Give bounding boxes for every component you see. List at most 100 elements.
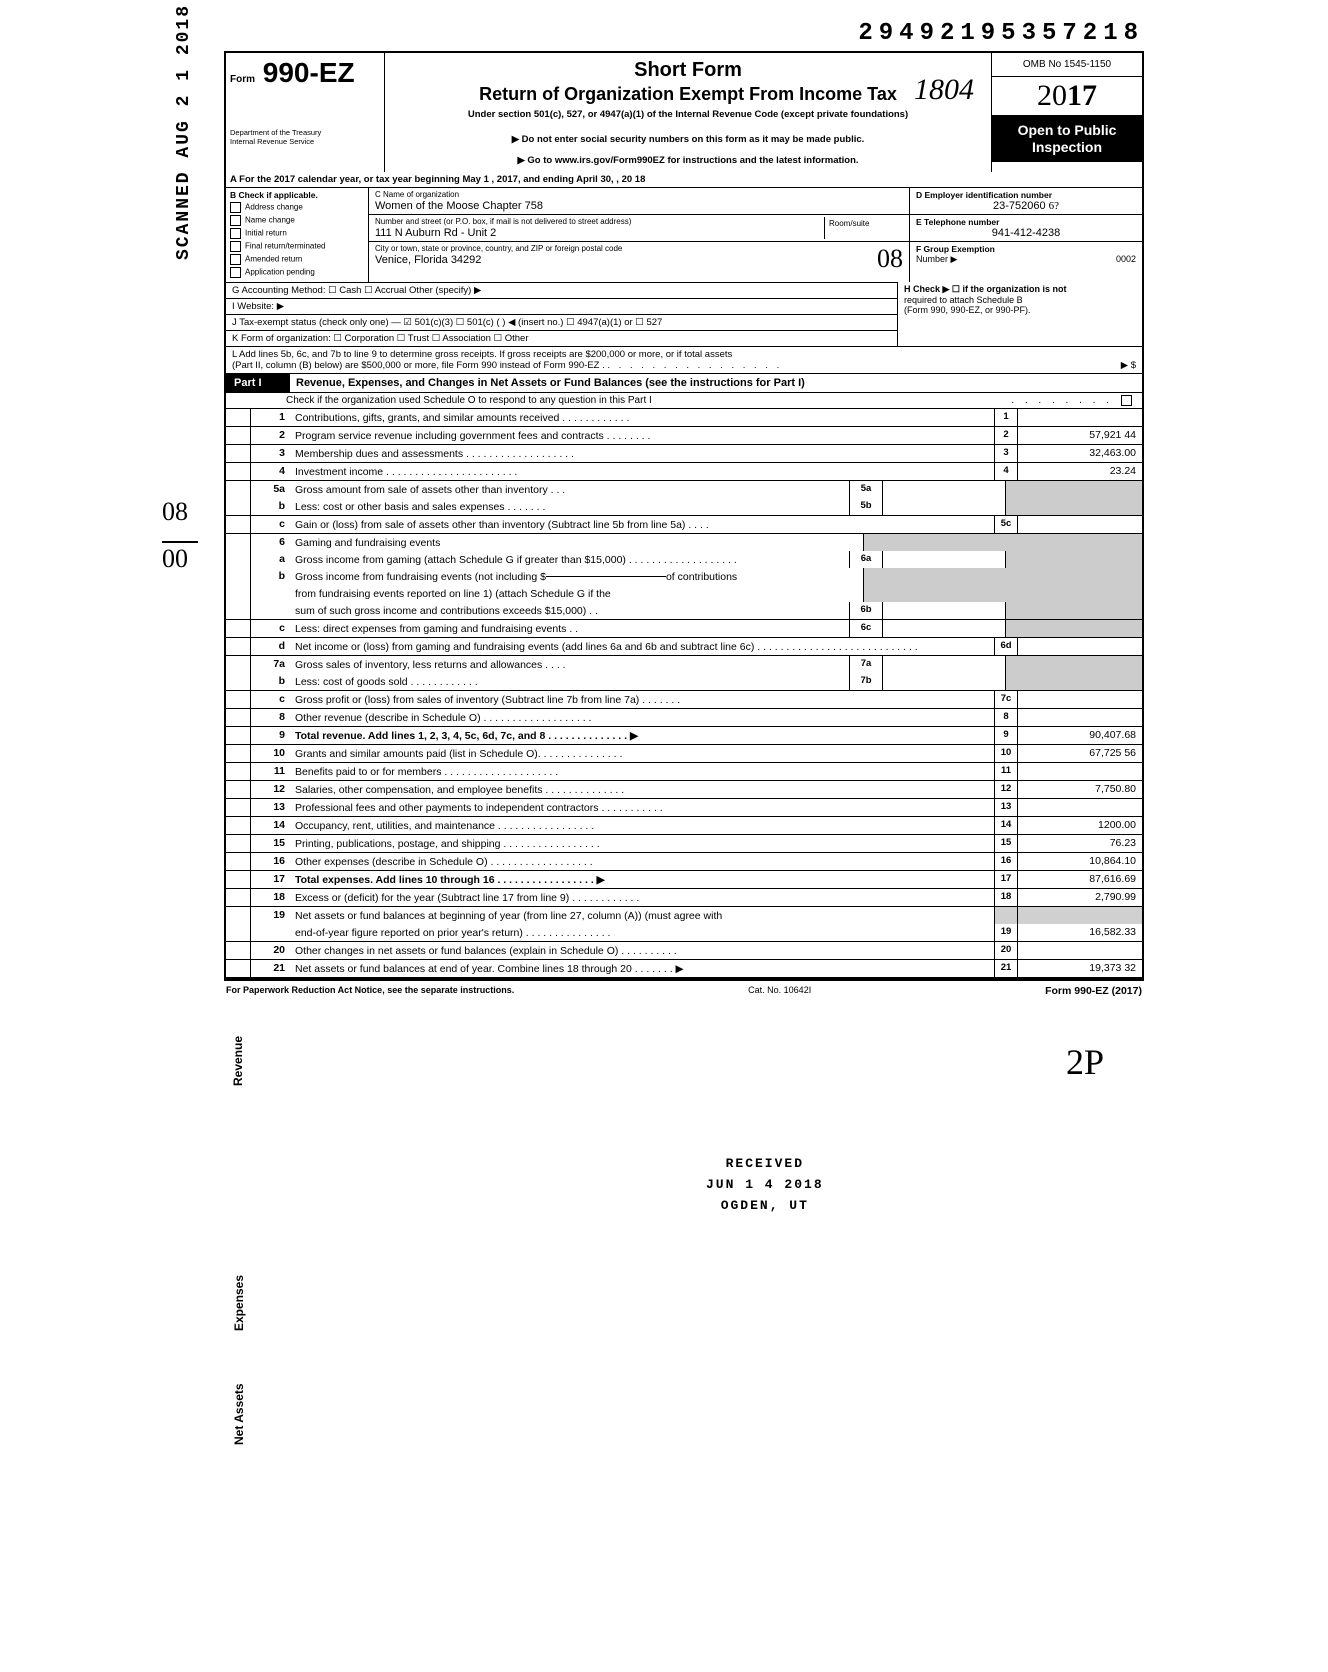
line-5c: cGain or (loss) from sale of assets othe… xyxy=(224,516,1144,534)
line-7c: cGross profit or (loss) from sales of in… xyxy=(224,691,1144,709)
col-def: D Employer identification number 23-7520… xyxy=(910,188,1142,282)
addr-value: 111 N Auburn Rd - Unit 2 xyxy=(375,227,824,239)
line-6: 6Gaming and fundraising events xyxy=(224,534,1144,551)
row-g-accounting: G Accounting Method: ☐ Cash ☐ Accrual Ot… xyxy=(226,282,897,298)
chk-final-return[interactable] xyxy=(230,241,241,252)
phone-label: E Telephone number xyxy=(916,217,1136,227)
chk-address-change[interactable] xyxy=(230,202,241,213)
b-header: B Check if applicable. xyxy=(230,190,364,200)
line-6b-cont2: sum of such gross income and contributio… xyxy=(224,602,1144,620)
title-short-form: Short Form xyxy=(393,59,983,82)
footer-form-ref: Form 990-EZ (2017) xyxy=(1045,985,1142,997)
tax-year: 2017 xyxy=(992,77,1142,116)
line-9: 9Total revenue. Add lines 1, 2, 3, 4, 5c… xyxy=(224,727,1144,745)
header-title-block: Short Form Return of Organization Exempt… xyxy=(385,53,992,172)
phone-value: 941-412-4238 xyxy=(916,227,1136,239)
part1-title: Revenue, Expenses, and Changes in Net As… xyxy=(290,374,1142,392)
page-footer: For Paperwork Reduction Act Notice, see … xyxy=(224,979,1144,1001)
row-i-website: I Website: ▶ xyxy=(226,298,897,314)
footer-paperwork: For Paperwork Reduction Act Notice, see … xyxy=(226,985,514,997)
line-4: 4Investment income . . . . . . . . . . .… xyxy=(224,463,1144,481)
line-6b: bGross income from fundraising events (n… xyxy=(224,568,1144,585)
ein-value: 23-752060 xyxy=(993,200,1046,212)
omb-number: OMB No 1545-1150 xyxy=(992,53,1142,77)
line-19b: end-of-year figure reported on prior yea… xyxy=(224,924,1144,942)
line-17: 17Total expenses. Add lines 10 through 1… xyxy=(224,871,1144,889)
side-label-revenue: Revenue xyxy=(231,1026,245,1086)
rows-g-through-k: G Accounting Method: ☐ Cash ☐ Accrual Ot… xyxy=(224,282,1144,346)
handwritten-bottom: 2P xyxy=(224,1041,1144,1083)
part1-label: Part I xyxy=(226,374,290,392)
line-5b: bLess: cost or other basis and sales exp… xyxy=(224,498,1144,516)
handwritten-ein-mark: 6? xyxy=(1049,200,1059,212)
dept-irs: Internal Revenue Service xyxy=(230,138,380,147)
chk-amended[interactable] xyxy=(230,254,241,265)
subtitle-irs-link: ▶ Go to www.irs.gov/Form990EZ for instru… xyxy=(393,155,983,166)
line-15: 15Printing, publications, postage, and s… xyxy=(224,835,1144,853)
fraction-top: 08 xyxy=(162,497,188,526)
line-18: 18Excess or (deficit) for the year (Subt… xyxy=(224,889,1144,907)
col-b-checkboxes: B Check if applicable. Address change Na… xyxy=(226,188,369,282)
line-16: 16Other expenses (describe in Schedule O… xyxy=(224,853,1144,871)
line-20: 20Other changes in net assets or fund ba… xyxy=(224,942,1144,960)
chk-initial-return[interactable] xyxy=(230,228,241,239)
subtitle-ssn-warning: ▶ Do not enter social security numbers o… xyxy=(393,134,983,145)
form-number: 990-EZ xyxy=(263,57,355,88)
group-exemption-value: 0002 xyxy=(1116,254,1136,265)
line-19a: 19Net assets or fund balances at beginni… xyxy=(224,907,1144,924)
line-10: 10Grants and similar amounts paid (list … xyxy=(224,745,1144,763)
group-exemption-label2: Number ▶ xyxy=(916,254,957,265)
open-to-public: Open to PublicInspection xyxy=(992,116,1142,162)
org-name-value: Women of the Moose Chapter 758 xyxy=(375,200,903,212)
form-990ez-page: 29492195357218 SCANNED AUG 2 1 2018 08 0… xyxy=(224,20,1144,1083)
received-stamp: RECEIVED JUN 1 4 2018 OGDEN, UT xyxy=(706,1154,824,1216)
line-6a: aGross income from gaming (attach Schedu… xyxy=(224,551,1144,568)
form-header: Form 990-EZ Department of the Treasury I… xyxy=(224,51,1144,172)
line-6d: dNet income or (loss) from gaming and fu… xyxy=(224,638,1144,656)
header-left: Form 990-EZ Department of the Treasury I… xyxy=(226,53,385,172)
room-suite-label: Room/suite xyxy=(825,217,903,239)
row-k-form-org: K Form of organization: ☐ Corporation ☐ … xyxy=(226,330,897,346)
line-1: 1Contributions, gifts, grants, and simil… xyxy=(224,409,1144,427)
scanned-date-stamp: SCANNED AUG 2 1 2018 xyxy=(174,4,194,260)
document-locator-number: 29492195357218 xyxy=(224,20,1144,47)
line-3: 3Membership dues and assessments . . . .… xyxy=(224,445,1144,463)
row-h-schedule-b: H Check ▶ ☐ if the organization is not r… xyxy=(897,282,1142,346)
fraction-bottom: 00 xyxy=(162,544,188,573)
header-right: OMB No 1545-1150 2017 Open to PublicInsp… xyxy=(992,53,1142,172)
line-21: 21Net assets or fund balances at end of … xyxy=(224,960,1144,979)
group-exemption-label: F Group Exemption xyxy=(916,244,1136,254)
footer-cat-no: Cat. No. 10642I xyxy=(748,985,811,997)
chk-name-change[interactable] xyxy=(230,215,241,226)
side-label-expenses: Expenses xyxy=(232,1261,246,1331)
subtitle-section: Under section 501(c), 527, or 4947(a)(1)… xyxy=(393,109,983,120)
part1-header-row: Part I Revenue, Expenses, and Changes in… xyxy=(224,374,1144,393)
col-c-org-info: C Name of organization Women of the Moos… xyxy=(369,188,910,282)
line-5a: 5aGross amount from sale of assets other… xyxy=(224,481,1144,498)
ein-label: D Employer identification number xyxy=(916,190,1136,200)
side-label-net-assets: Net Assets xyxy=(232,1367,246,1445)
handwritten-08-city: 08 xyxy=(877,244,903,274)
schedule-o-check-row: Check if the organization used Schedule … xyxy=(224,393,1144,409)
line-6c: cLess: direct expenses from gaming and f… xyxy=(224,620,1144,638)
identity-block: B Check if applicable. Address change Na… xyxy=(224,188,1144,282)
handwritten-code-top: 1804 xyxy=(914,73,974,107)
line-12: 12Salaries, other compensation, and empl… xyxy=(224,781,1144,799)
line-7a: 7aGross sales of inventory, less returns… xyxy=(224,656,1144,673)
line-7b: bLess: cost of goods sold . . . . . . . … xyxy=(224,673,1144,691)
city-value: Venice, Florida 34292 xyxy=(375,254,903,266)
row-a-tax-year: A For the 2017 calendar year, or tax yea… xyxy=(224,172,1144,188)
line-8: 8Other revenue (describe in Schedule O) … xyxy=(224,709,1144,727)
line-2: 2Program service revenue including gover… xyxy=(224,427,1144,445)
city-label: City or town, state or province, country… xyxy=(375,244,903,253)
addr-label: Number and street (or P.O. box, if mail … xyxy=(375,217,824,226)
line-13: 13Professional fees and other payments t… xyxy=(224,799,1144,817)
row-l-gross-receipts: L Add lines 5b, 6c, and 7b to line 9 to … xyxy=(224,346,1144,374)
row-j-tax-status: J Tax-exempt status (check only one) — ☑… xyxy=(226,314,897,330)
chk-schedule-o[interactable] xyxy=(1121,395,1132,406)
line-11: 11Benefits paid to or for members . . . … xyxy=(224,763,1144,781)
chk-pending[interactable] xyxy=(230,267,241,278)
title-return: Return of Organization Exempt From Incom… xyxy=(393,84,983,105)
line-14: 14Occupancy, rent, utilities, and mainte… xyxy=(224,817,1144,835)
line-6b-cont1: from fundraising events reported on line… xyxy=(224,585,1144,602)
